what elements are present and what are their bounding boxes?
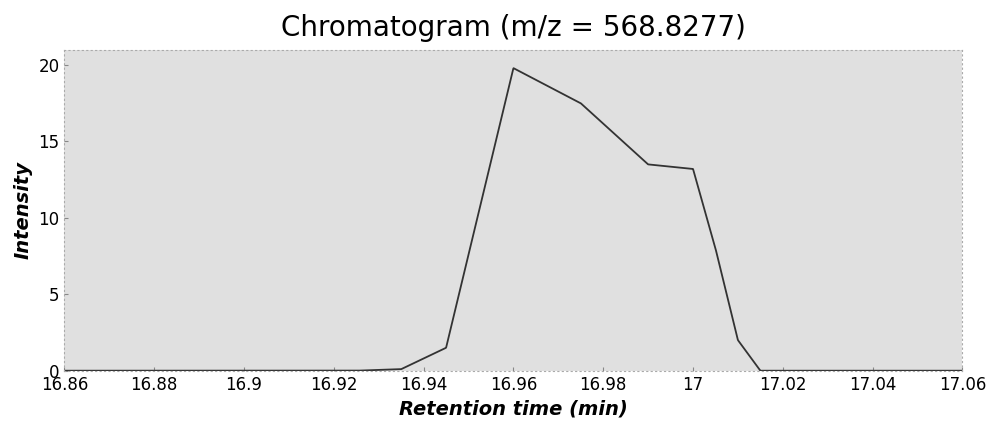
Y-axis label: Intensity: Intensity: [14, 161, 33, 259]
Title: Chromatogram (m/z = 568.8277): Chromatogram (m/z = 568.8277): [281, 14, 746, 42]
X-axis label: Retention time (min): Retention time (min): [399, 399, 628, 418]
